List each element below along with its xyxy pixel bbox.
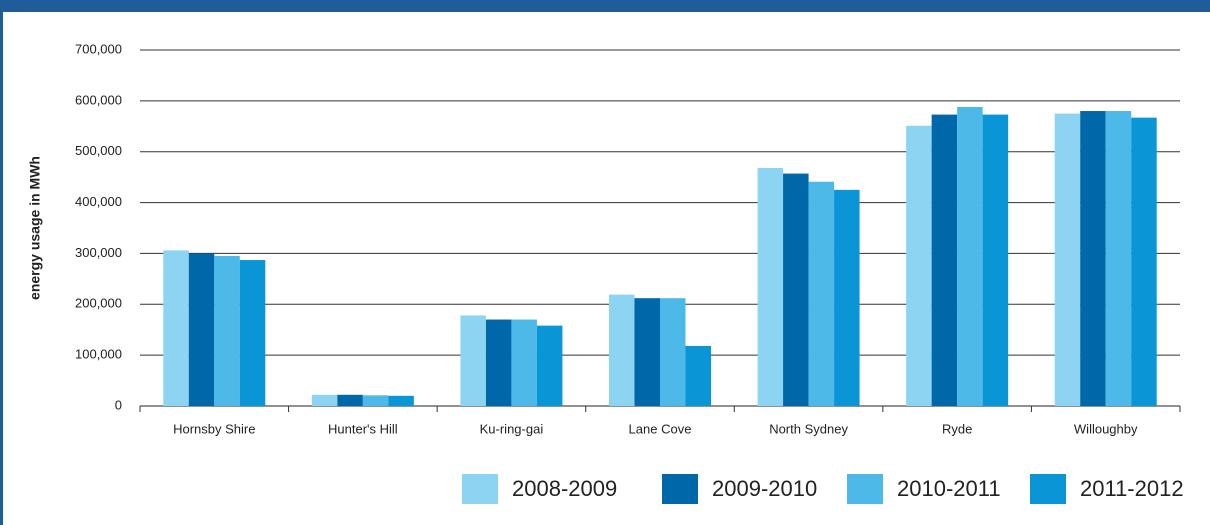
legend-swatch bbox=[662, 474, 698, 504]
bar bbox=[808, 181, 835, 406]
bar bbox=[685, 345, 711, 406]
bar bbox=[511, 319, 537, 406]
legend-label: 2010-2011 bbox=[897, 476, 1001, 501]
y-tick-label: 200,000 bbox=[75, 296, 122, 311]
y-tick-label: 400,000 bbox=[75, 194, 122, 209]
bar bbox=[609, 294, 635, 406]
x-tick-label: Lane Cove bbox=[629, 421, 692, 436]
bar bbox=[1054, 113, 1081, 407]
bar bbox=[634, 298, 660, 406]
bar bbox=[460, 315, 486, 406]
bar bbox=[757, 167, 784, 406]
bar bbox=[163, 250, 189, 406]
bar bbox=[188, 253, 215, 406]
y-tick-label: 100,000 bbox=[75, 347, 122, 362]
legend-label: 2008-2009 bbox=[512, 476, 617, 501]
x-tick-label: Hornsby Shire bbox=[173, 421, 255, 436]
header-band bbox=[0, 0, 1210, 12]
bar bbox=[239, 260, 266, 406]
legend-swatch bbox=[462, 474, 498, 504]
y-tick-label: 600,000 bbox=[75, 92, 122, 107]
x-tick-label: Hunter's Hill bbox=[328, 421, 398, 436]
legend-swatch bbox=[1030, 474, 1066, 504]
bar bbox=[957, 106, 983, 407]
bar bbox=[906, 125, 932, 406]
bar bbox=[536, 325, 563, 406]
bar bbox=[982, 114, 1009, 407]
bar bbox=[931, 114, 958, 407]
y-tick-label: 300,000 bbox=[75, 245, 122, 260]
bar bbox=[311, 394, 338, 406]
bar bbox=[1131, 117, 1157, 406]
x-tick-label: Willoughby bbox=[1074, 421, 1138, 436]
x-tick-label: Ryde bbox=[942, 421, 972, 436]
bar bbox=[485, 319, 512, 406]
bar bbox=[388, 395, 414, 406]
y-tick-label: 0 bbox=[115, 397, 122, 412]
bar bbox=[1105, 111, 1132, 407]
legend-label: 2011-2012 bbox=[1080, 476, 1184, 501]
x-tick-label: North Sydney bbox=[769, 421, 848, 436]
left-border bbox=[0, 0, 3, 525]
legend-label: 2009-2010 bbox=[712, 476, 817, 501]
legend-swatch bbox=[847, 474, 883, 504]
bar bbox=[337, 394, 363, 406]
bar bbox=[783, 173, 809, 406]
bar bbox=[214, 255, 240, 406]
bar bbox=[362, 395, 389, 406]
y-tick-label: 700,000 bbox=[75, 41, 122, 56]
x-tick-label: Ku-ring-gai bbox=[480, 421, 544, 436]
y-tick-label: 500,000 bbox=[75, 143, 122, 158]
bar bbox=[660, 298, 686, 406]
y-axis-label: energy usage in MWh bbox=[27, 156, 43, 300]
bar bbox=[1080, 111, 1106, 407]
bar bbox=[834, 189, 860, 406]
